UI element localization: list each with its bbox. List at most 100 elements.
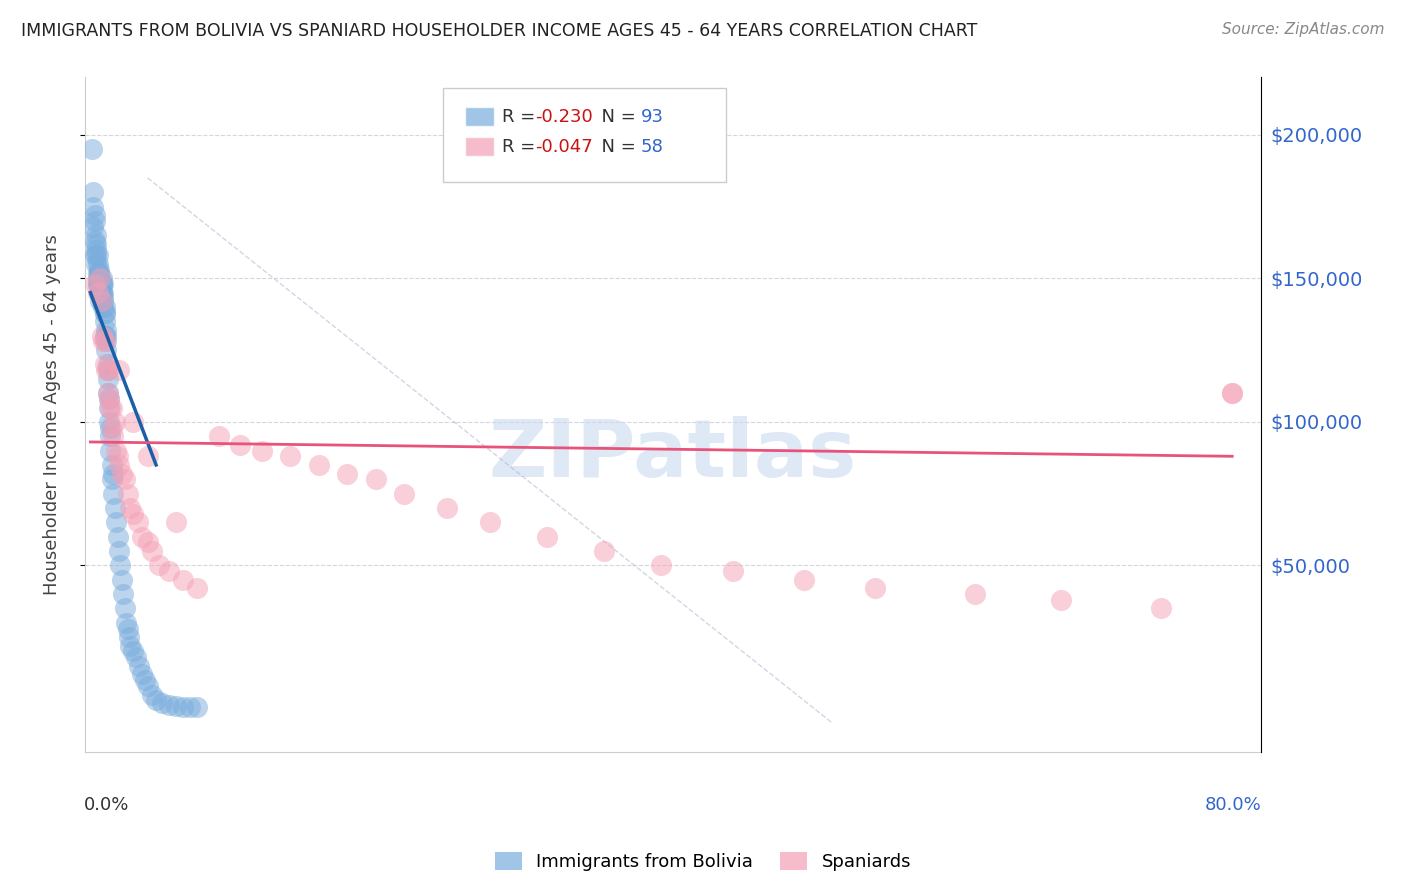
Legend: Immigrants from Bolivia, Spaniards: Immigrants from Bolivia, Spaniards bbox=[488, 845, 918, 879]
Point bbox=[89, 277, 111, 291]
Point bbox=[186, 582, 208, 596]
Point bbox=[865, 582, 887, 596]
Point bbox=[101, 458, 124, 472]
Point bbox=[87, 266, 110, 280]
Point bbox=[91, 334, 114, 349]
Point bbox=[91, 277, 114, 291]
Point bbox=[479, 516, 502, 530]
Point bbox=[278, 450, 301, 464]
Point bbox=[136, 679, 159, 693]
Point bbox=[100, 429, 122, 443]
Point bbox=[128, 658, 150, 673]
Point bbox=[100, 420, 122, 434]
Point bbox=[89, 277, 111, 291]
Text: -0.047: -0.047 bbox=[536, 138, 593, 156]
Point bbox=[93, 300, 115, 314]
Point bbox=[86, 271, 108, 285]
Point bbox=[157, 698, 180, 712]
Text: N =: N = bbox=[591, 108, 643, 126]
Point bbox=[114, 472, 136, 486]
Point bbox=[84, 228, 107, 243]
Point bbox=[120, 500, 142, 515]
Point bbox=[91, 285, 114, 300]
Text: 0.0%: 0.0% bbox=[83, 796, 129, 814]
Text: -0.230: -0.230 bbox=[536, 108, 593, 126]
Point bbox=[89, 285, 111, 300]
Point bbox=[108, 458, 131, 472]
Point bbox=[165, 698, 187, 713]
Point bbox=[90, 271, 112, 285]
Point bbox=[89, 285, 111, 300]
Point bbox=[165, 516, 187, 530]
Point bbox=[308, 458, 330, 472]
Point bbox=[97, 372, 120, 386]
Point bbox=[83, 208, 105, 222]
Point bbox=[83, 234, 105, 248]
Point bbox=[436, 500, 458, 515]
Point bbox=[98, 415, 121, 429]
Point bbox=[80, 142, 103, 156]
Point bbox=[93, 306, 115, 320]
Point bbox=[107, 450, 129, 464]
Point bbox=[98, 401, 121, 415]
Point bbox=[721, 564, 744, 578]
Point bbox=[89, 271, 111, 285]
Point bbox=[125, 650, 148, 665]
Point bbox=[97, 363, 120, 377]
Point bbox=[122, 507, 145, 521]
Point bbox=[186, 700, 208, 714]
Point bbox=[90, 294, 112, 309]
Point bbox=[94, 334, 117, 349]
Point bbox=[93, 328, 115, 343]
Point bbox=[208, 429, 231, 443]
Point bbox=[101, 401, 124, 415]
FancyBboxPatch shape bbox=[464, 137, 494, 156]
Point bbox=[101, 420, 124, 434]
Point bbox=[1220, 386, 1243, 401]
FancyBboxPatch shape bbox=[464, 107, 494, 126]
Point bbox=[134, 673, 156, 688]
Text: 93: 93 bbox=[641, 108, 664, 126]
Point bbox=[82, 200, 104, 214]
Point bbox=[104, 415, 127, 429]
Text: ZIPatlas: ZIPatlas bbox=[489, 417, 856, 494]
Point bbox=[115, 615, 138, 630]
Point bbox=[94, 323, 117, 337]
Point bbox=[84, 248, 107, 262]
Point bbox=[103, 467, 125, 481]
Point bbox=[84, 243, 107, 257]
Point bbox=[108, 544, 131, 558]
Point bbox=[364, 472, 387, 486]
Point bbox=[82, 186, 104, 200]
Point bbox=[136, 450, 159, 464]
Point bbox=[105, 443, 128, 458]
Point bbox=[117, 486, 139, 500]
Point bbox=[89, 271, 111, 285]
Point bbox=[120, 639, 142, 653]
Point bbox=[172, 699, 194, 714]
Point bbox=[90, 277, 112, 291]
Point bbox=[103, 486, 125, 500]
Point bbox=[87, 285, 110, 300]
Point bbox=[157, 564, 180, 578]
Point bbox=[112, 587, 135, 601]
Point bbox=[86, 257, 108, 271]
Text: Source: ZipAtlas.com: Source: ZipAtlas.com bbox=[1222, 22, 1385, 37]
Point bbox=[101, 472, 124, 486]
Point bbox=[91, 300, 114, 314]
Point bbox=[100, 401, 122, 415]
Point bbox=[1150, 601, 1173, 615]
Point bbox=[90, 285, 112, 300]
Point bbox=[83, 214, 105, 228]
Point bbox=[97, 363, 120, 377]
Point bbox=[965, 587, 987, 601]
Point bbox=[141, 688, 163, 702]
Point bbox=[394, 486, 416, 500]
Point bbox=[93, 358, 115, 372]
Point bbox=[86, 266, 108, 280]
Point bbox=[94, 328, 117, 343]
Point bbox=[104, 500, 127, 515]
Point bbox=[86, 277, 108, 291]
Point bbox=[127, 516, 149, 530]
Text: 58: 58 bbox=[641, 138, 664, 156]
